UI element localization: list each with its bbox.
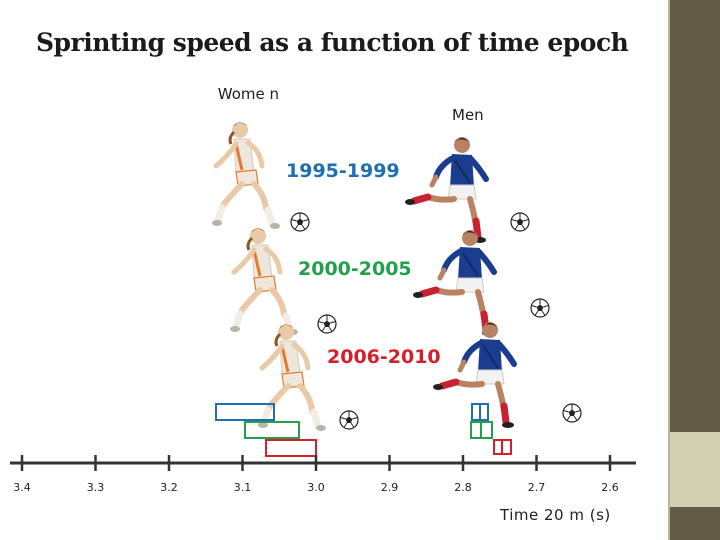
- axis-tick-label: 3.1: [234, 481, 252, 494]
- axis-tick-label: 2.7: [528, 481, 546, 494]
- male-sprinter-figure: [413, 230, 494, 336]
- soccer-ball-icon: [562, 403, 582, 423]
- axis-tick-label: 2.6: [601, 481, 619, 494]
- soccer-ball-icon: [339, 410, 359, 430]
- axis-tick-label: 3.0: [307, 481, 325, 494]
- epoch-label-2000-2005: 2000-2005: [298, 258, 412, 280]
- soccer-ball-icon: [510, 212, 530, 232]
- sidebar-tab: [668, 432, 720, 507]
- women-range-box-2000-2005: [244, 421, 300, 439]
- sidebar-strip: [668, 0, 720, 540]
- male-sprinter-figure: [405, 137, 486, 243]
- slide-edge: [668, 0, 670, 540]
- female-sprinter-figure: [212, 122, 280, 229]
- label-men: Men: [452, 106, 484, 124]
- epoch-label-2006-2010: 2006-2010: [327, 346, 441, 368]
- women-range-box-2006-2010: [265, 439, 317, 457]
- epoch-label-1995-1999: 1995-1999: [286, 160, 400, 182]
- axis-tick-label: 3.3: [87, 481, 105, 494]
- label-women: Wome n: [217, 85, 279, 103]
- female-sprinter-figure: [258, 324, 326, 431]
- time-axis-ticks: 3.4 3.3 3.2 3.1 3.0 2.9 2.8 2.7 2.6: [13, 455, 619, 494]
- male-sprinter-figure: [433, 322, 514, 428]
- axis-tick-label: 2.9: [381, 481, 399, 494]
- slide-title: Sprinting speed as a function of time ep…: [36, 28, 629, 57]
- x-axis-label: Time 20 m (s): [500, 506, 611, 524]
- soccer-ball-icon: [290, 212, 310, 232]
- axis-tick-label: 3.2: [160, 481, 178, 494]
- women-range-box-1995-1999: [215, 403, 275, 421]
- soccer-ball-icon: [530, 298, 550, 318]
- axis-tick-label: 3.4: [13, 481, 31, 494]
- female-sprinter-figure: [230, 228, 298, 335]
- soccer-ball-icon: [317, 314, 337, 334]
- axis-tick-label: 2.8: [454, 481, 472, 494]
